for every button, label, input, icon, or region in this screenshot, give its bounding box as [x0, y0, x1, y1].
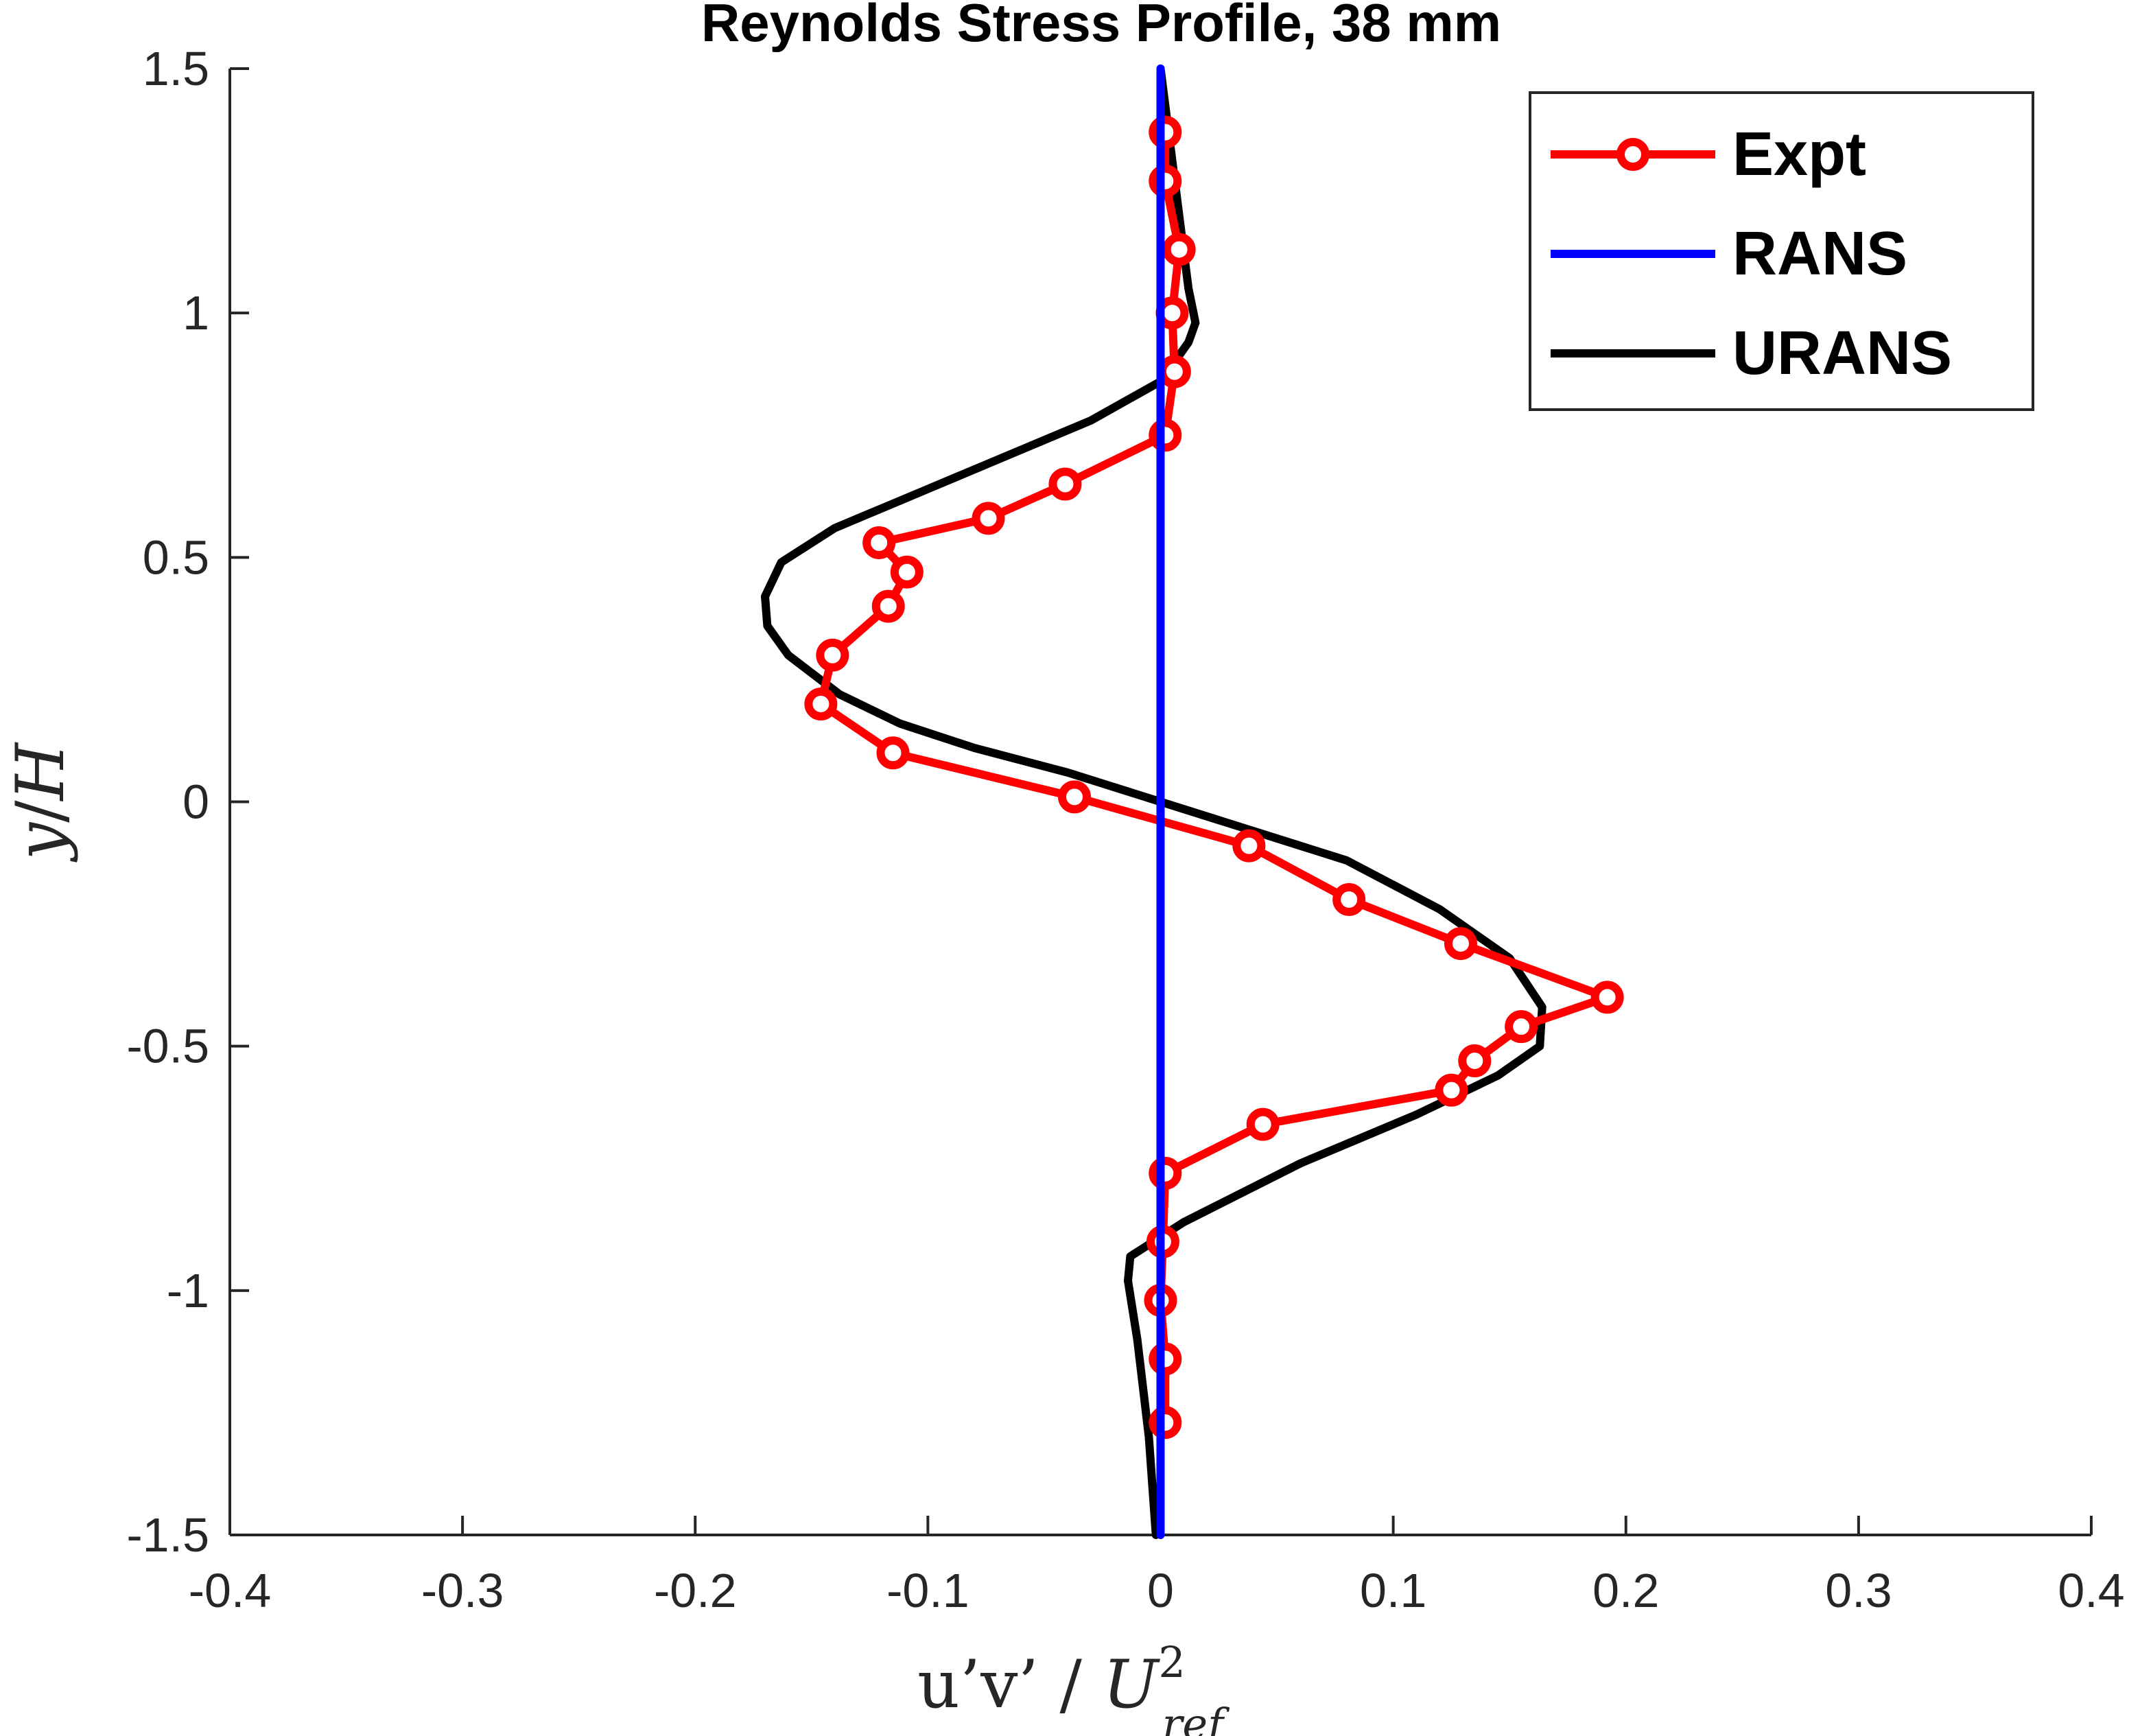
x-tick-label: -0.4	[189, 1564, 272, 1617]
legend-marker-expt	[1616, 138, 1649, 171]
y-tick-label: -1	[167, 1264, 209, 1317]
data-point-expt	[804, 688, 838, 721]
x-axis-label-base: U	[1103, 1646, 1160, 1723]
y-axis-label-y: y	[2, 821, 79, 863]
x-tick-label: -0.3	[421, 1564, 504, 1617]
data-point-expt	[876, 736, 910, 770]
y-tick-label: 1.5	[143, 42, 209, 95]
series-layer	[761, 64, 1624, 1539]
x-tick-label: -0.1	[886, 1564, 969, 1617]
data-point-expt	[1246, 1107, 1280, 1141]
data-point-expt	[890, 555, 924, 589]
data-point-expt	[1232, 829, 1266, 863]
data-point-expt	[972, 502, 1005, 535]
x-axis-label-sup: 2	[1158, 1637, 1185, 1687]
x-axis-label: u’v’ / U2 ref	[917, 1637, 1230, 1736]
data-point-expt	[1332, 882, 1366, 916]
x-tick-label: 0.3	[1825, 1564, 1892, 1617]
y-tick-label: 0	[183, 775, 209, 829]
y-axis-label-slash: /	[2, 800, 79, 823]
y-tick-label: 1	[183, 286, 209, 340]
y-tick-label: -1.5	[126, 1508, 209, 1562]
data-point-expt	[1444, 927, 1477, 961]
series-line-expt	[816, 128, 1612, 1427]
x-axis-label-sub: ref	[1162, 1699, 1230, 1736]
x-tick-label: 0.2	[1592, 1564, 1659, 1617]
data-point-expt	[816, 638, 849, 672]
legend: Expt RANS URANS	[1529, 91, 2034, 411]
data-point-expt	[1505, 1010, 1538, 1044]
legend-label-urans: URANS	[1732, 319, 1952, 388]
data-point-expt	[1157, 355, 1191, 388]
x-tick-label: 0	[1147, 1564, 1174, 1617]
data-point-expt	[1590, 981, 1624, 1014]
data-point-expt	[1162, 233, 1196, 266]
x-tick-label: 0.1	[1360, 1564, 1426, 1617]
y-axis-label-H: H	[2, 742, 79, 802]
y-axis-label: y/H	[2, 742, 79, 863]
data-point-expt	[1435, 1073, 1468, 1107]
data-point-expt	[1458, 1044, 1492, 1078]
x-tick-label: -0.2	[654, 1564, 737, 1617]
x-axis-label-text: u’v’ /	[917, 1646, 1103, 1723]
y-ticks: -1.5 -1 -0.5 0 0.5 1 1.5	[126, 42, 249, 1562]
x-tick-label: 0.4	[2058, 1564, 2124, 1617]
data-point-expt	[862, 526, 896, 559]
chart-title: Reynolds Stress Profile, 38 mm	[701, 0, 1501, 53]
data-point-expt	[1048, 467, 1082, 501]
x-ticks: -0.4 -0.3 -0.2 -0.1 0 0.1 0.2 0.3 0.4	[189, 1516, 2125, 1617]
y-tick-label: -0.5	[126, 1020, 209, 1073]
data-point-expt	[871, 589, 905, 623]
data-point-expt	[1058, 780, 1092, 814]
legend-label-expt: Expt	[1732, 120, 1866, 189]
y-tick-label: 0.5	[143, 530, 209, 584]
legend-label-rans: RANS	[1732, 220, 1907, 288]
